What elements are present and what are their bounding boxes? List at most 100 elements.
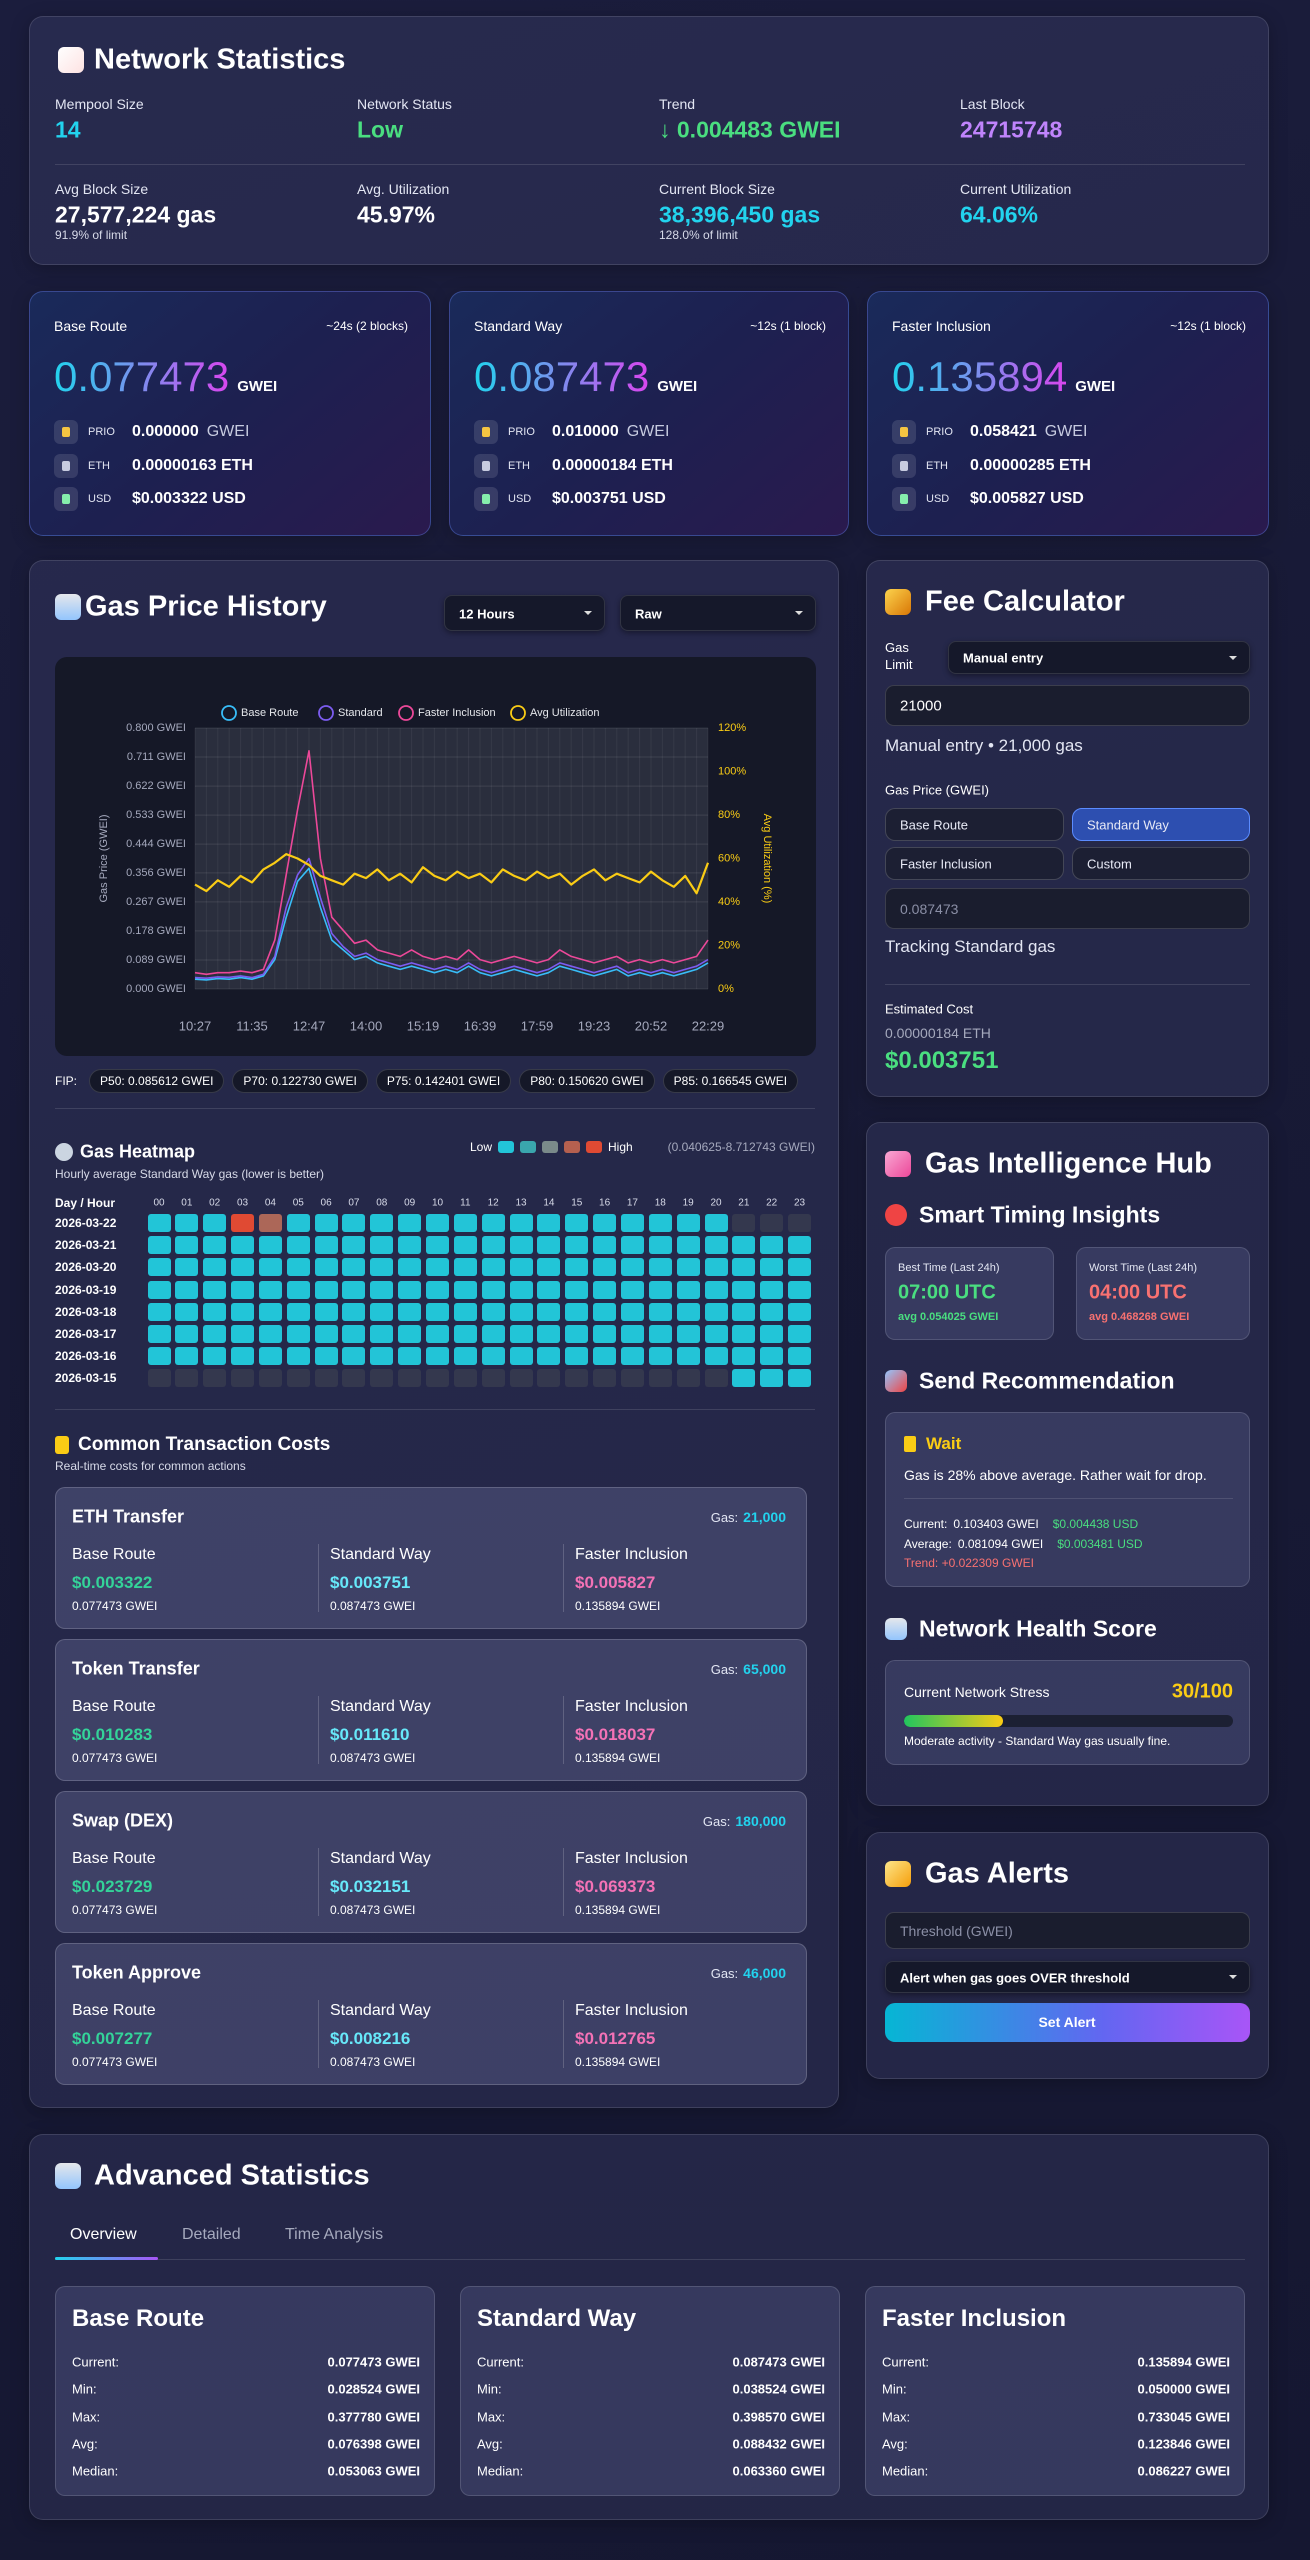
heatmap-cell (203, 1280, 227, 1299)
detail-value: $0.003751 USD (552, 490, 666, 507)
fee-calculator-card: Fee Calculator Gas Limit Manual entry 21000… (866, 560, 1269, 1097)
x-tick-label: 10:27 (179, 1018, 212, 1033)
range-select[interactable]: 12 Hours (444, 595, 605, 631)
detail-label: USD (508, 493, 532, 505)
heatmap-cell (704, 1347, 728, 1366)
select-value: Manual entry (963, 650, 1044, 666)
heatmap-cell (593, 1214, 617, 1232)
heatmap-cell (342, 1302, 366, 1321)
y2-tick-label: 80% (718, 809, 740, 821)
gas-limit-select[interactable]: Manual entry (948, 641, 1250, 674)
heatmap-cell (426, 1258, 449, 1277)
legend-swatch (498, 1141, 515, 1153)
threshold-input[interactable]: Threshold (GWEI) (885, 1912, 1250, 1949)
item-name: Swap (DEX) (72, 1810, 174, 1831)
heatmap-cell (175, 1280, 199, 1299)
set-alert-button[interactable]: Set Alert (885, 2003, 1250, 2042)
estimated-eth: 0.00000184 ETH (885, 1025, 991, 1041)
y2-tick-label: 60% (718, 852, 740, 864)
empty-cell (648, 1369, 672, 1388)
empty-cell (760, 1214, 784, 1232)
empty-cell (565, 1369, 589, 1388)
route-gwei: 0.077473 GWEI (72, 2055, 158, 2069)
gas-alerts-card: Gas Alerts Threshold (GWEI) Alert when gas… (866, 1832, 1269, 2079)
route-name: Standard Way (330, 1546, 431, 1563)
row-label: Max: (477, 2409, 506, 2425)
tab[interactable]: Time Analysis (285, 2226, 384, 2243)
best-time-box: Best Time (Last 24h) 07:00 UTC avg 0.05402… (885, 1247, 1054, 1340)
hour-label: 13 (515, 1197, 527, 1209)
plot-area (195, 728, 708, 989)
option-button[interactable]: Custom (1072, 847, 1250, 880)
route-gwei: 0.087473 GWEI (330, 1599, 416, 1613)
row-label: Median: (882, 2463, 929, 2479)
tab-underline (55, 2257, 158, 2260)
subsection-title: Network Health Score (919, 1615, 1157, 1642)
icon (885, 1861, 911, 1887)
route-name: Base Route (72, 2002, 156, 2019)
option-button[interactable]: Standard Way (1072, 808, 1250, 841)
heatmap-cell (453, 1214, 477, 1232)
costs-title: Common Transaction Costs (78, 1434, 331, 1455)
empty-cell (175, 1369, 199, 1388)
legend-swatch (520, 1141, 537, 1153)
condition-select[interactable]: Alert when gas goes OVER threshold (885, 1961, 1250, 1993)
option-button[interactable]: Faster Inclusion (885, 847, 1064, 880)
gas-limit-input[interactable]: 21000 (885, 685, 1250, 726)
detail-label: PRIO (926, 426, 953, 438)
row-value: 0.088432 GWEI (732, 2436, 826, 2452)
row-value: 0.077473 GWEI (327, 2354, 421, 2370)
legend-swatch (318, 705, 334, 721)
cost-item: Swap (DEX) Gas: 180,000 Base Route $0.023729… (55, 1791, 807, 1933)
heatmap-cell (481, 1236, 505, 1255)
day-label: 2026-03-22 (55, 1216, 117, 1230)
heatmap-cell (648, 1214, 672, 1232)
empty-cell (203, 1369, 227, 1388)
row-usd: $0.004438 USD (1052, 1517, 1139, 1531)
heatmap-cell (704, 1325, 728, 1343)
heatmap-cell (537, 1214, 561, 1232)
heatmap-cell (175, 1214, 199, 1232)
recommendation-current: Current: 0.103403 GWEI $0.004438 USD (904, 1517, 1138, 1531)
empty-cell (509, 1369, 533, 1388)
x-tick-label: 19:23 (578, 1018, 611, 1033)
worst-label: Worst Time (Last 24h) (1089, 1262, 1197, 1274)
heatmap-cell (565, 1214, 589, 1232)
detail-label: PRIO (508, 426, 535, 438)
tab[interactable]: Overview (70, 2226, 137, 2243)
stat-value: 45.97% (357, 201, 436, 228)
heatmap-cell (147, 1347, 171, 1366)
y2-tick-label: 0% (718, 983, 734, 995)
day-label: 2026-03-18 (55, 1304, 117, 1319)
heatmap-cell (788, 1236, 812, 1255)
gas-price-input[interactable]: 0.087473 (885, 888, 1250, 929)
series-line (194, 853, 710, 895)
heatmap-cell (509, 1236, 533, 1255)
heatmap-cell (453, 1236, 477, 1255)
heatmap-cell (565, 1258, 589, 1277)
divider (885, 984, 1250, 985)
row-label: Average: (904, 1537, 952, 1551)
y-tick-label: 0.267 GWEI (126, 896, 186, 908)
heatmap-cell (147, 1325, 171, 1343)
x-tick-label: 11:35 (236, 1018, 268, 1033)
heatmap-cell (509, 1258, 533, 1277)
tab[interactable]: Detailed (182, 2226, 241, 2243)
row-label: Avg: (477, 2436, 503, 2452)
legend-swatch (586, 1141, 603, 1153)
mode-select[interactable]: Raw (620, 595, 816, 631)
price-unit: GWEI (237, 378, 278, 395)
heatmap-cell (648, 1302, 672, 1321)
detail-value: 0.00000163 ETH (132, 456, 253, 474)
stat-value: 38,396,450 gas (659, 201, 821, 228)
heatmap-cell (788, 1280, 812, 1299)
row-label: Current: (72, 2354, 119, 2370)
divider (55, 1108, 815, 1109)
heatmap-cell (648, 1236, 672, 1255)
worst-time-box: Worst Time (Last 24h) 04:00 UTC avg 0.4682… (1076, 1247, 1250, 1340)
heatmap-cell (732, 1236, 756, 1255)
heatmap-cell (147, 1280, 171, 1299)
heatmap-cell (258, 1258, 282, 1277)
option-button[interactable]: Base Route (885, 808, 1064, 841)
health-score: 30/100 (1171, 1680, 1233, 1703)
